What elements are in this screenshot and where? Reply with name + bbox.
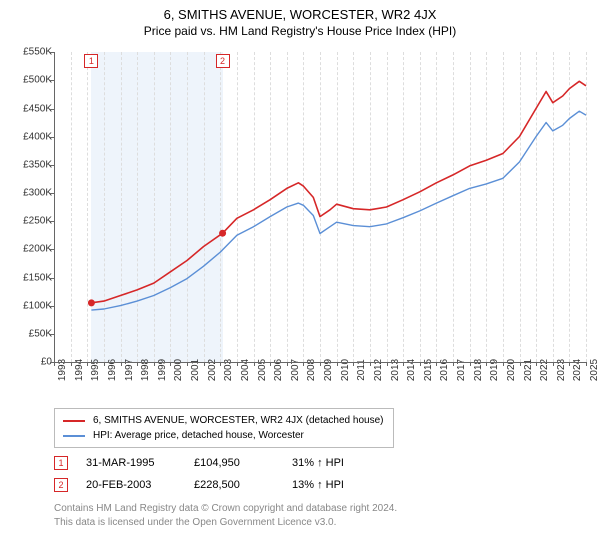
legend-item: HPI: Average price, detached house, Worc… [63,428,385,443]
transaction-row: 2 20-FEB-2003 £228,500 13% ↑ HPI [54,478,590,492]
footer-line-1: Contains HM Land Registry data © Crown c… [54,502,590,516]
transaction-price: £104,950 [194,457,274,469]
transaction-date: 20-FEB-2003 [86,479,176,491]
transaction-marker-dot [88,300,95,307]
legend-label: 6, SMITHS AVENUE, WORCESTER, WR2 4JX (de… [93,413,383,428]
transaction-marker-label: 2 [216,54,230,68]
footer-line-2: This data is licensed under the Open Gov… [54,516,590,530]
legend: 6, SMITHS AVENUE, WORCESTER, WR2 4JX (de… [54,408,394,448]
price-chart: £0£50K£100K£150K£200K£250K£300K£350K£400… [10,42,590,402]
transaction-row: 1 31-MAR-1995 £104,950 31% ↑ HPI [54,456,590,470]
root: 6, SMITHS AVENUE, WORCESTER, WR2 4JX Pri… [0,0,600,529]
chart-svg [10,42,590,366]
transaction-marker-dot [219,230,226,237]
transactions-table: 1 31-MAR-1995 £104,950 31% ↑ HPI 2 20-FEB-200… [10,456,590,492]
series-hpi-line [91,111,586,310]
transaction-diff: 31% ↑ HPI [292,457,372,469]
transaction-price: £228,500 [194,479,274,491]
legend-item: 6, SMITHS AVENUE, WORCESTER, WR2 4JX (de… [63,413,385,428]
legend-label: HPI: Average price, detached house, Worc… [93,428,304,443]
transaction-row-marker: 1 [54,456,68,470]
page-title: 6, SMITHS AVENUE, WORCESTER, WR2 4JX [10,6,590,24]
page-subtitle: Price paid vs. HM Land Registry's House … [10,24,590,38]
legend-swatch [63,420,85,422]
legend-swatch [63,435,85,437]
transaction-diff: 13% ↑ HPI [292,479,372,491]
transaction-marker-label: 1 [84,54,98,68]
transaction-row-marker: 2 [54,478,68,492]
footer-attribution: Contains HM Land Registry data © Crown c… [54,502,590,529]
series-property-line [91,81,586,302]
x-axis-label: 2025 [589,359,600,381]
transaction-date: 31-MAR-1995 [86,457,176,469]
